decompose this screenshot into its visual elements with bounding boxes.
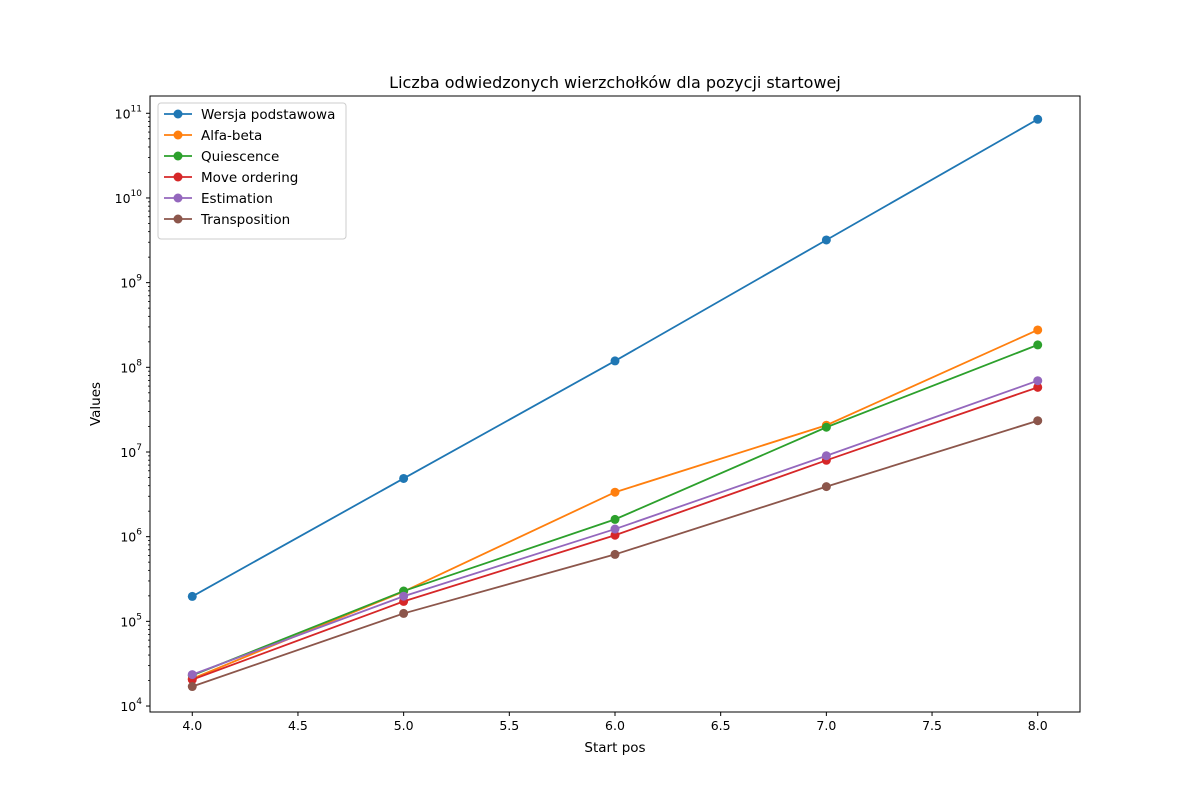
data-point <box>399 591 409 601</box>
legend-label: Wersja podstawowa <box>201 107 335 123</box>
legend-item: Transposition <box>164 212 290 228</box>
data-point <box>1033 114 1043 124</box>
y-axis-label: Values <box>88 382 104 426</box>
legend-marker <box>173 193 183 203</box>
data-point <box>1033 325 1043 335</box>
data-point <box>1033 340 1043 350</box>
data-point <box>399 473 409 483</box>
y-tick-label: 1010 <box>115 189 143 206</box>
data-point <box>610 487 620 497</box>
x-tick-label: 6.0 <box>605 718 625 733</box>
y-tick-label: 105 <box>120 612 142 629</box>
data-point <box>187 591 197 601</box>
y-tick-label: 104 <box>120 697 142 714</box>
data-point <box>187 682 197 692</box>
legend-marker <box>173 109 183 119</box>
data-point <box>187 670 197 680</box>
x-tick-label: 5.0 <box>394 718 414 733</box>
legend-item: Move ordering <box>164 170 298 186</box>
series-transposition <box>187 416 1043 692</box>
x-tick-label: 4.0 <box>182 718 202 733</box>
legend-box <box>157 102 347 240</box>
data-point <box>1033 376 1043 386</box>
legend-item: Quiescence <box>164 149 279 165</box>
y-tick-label: 107 <box>120 443 142 460</box>
data-point <box>1033 382 1043 392</box>
data-point <box>610 530 620 540</box>
series-estimation <box>187 376 1043 680</box>
legend-item: Estimation <box>164 191 273 207</box>
x-tick-label: 7.5 <box>922 718 942 733</box>
legend-marker <box>173 151 183 161</box>
x-axis: 4.0 4.5 5.0 5.5 6.0 6.5 7.0 7.5 8.0 <box>182 712 1048 733</box>
y-tick-label: 1011 <box>115 104 142 121</box>
legend: Wersja podstawowa Alfa-beta Quiescence Move… <box>157 102 347 240</box>
y-axis: 104 105 106 107 108 109 1010 1011 <box>115 104 150 714</box>
x-tick-label: 7.0 <box>816 718 836 733</box>
x-tick-label: 6.5 <box>711 718 731 733</box>
data-point <box>610 356 620 366</box>
y-tick-label: 106 <box>120 528 142 545</box>
x-tick-label: 8.0 <box>1028 718 1048 733</box>
y-tick-label: 108 <box>120 358 142 375</box>
legend-item: Wersja podstawowa <box>164 107 335 123</box>
x-axis-label: Start pos <box>584 740 645 756</box>
legend-label: Alfa-beta <box>201 128 262 144</box>
data-point <box>610 549 620 559</box>
data-point <box>821 451 831 461</box>
legend-label: Transposition <box>200 212 290 228</box>
x-tick-label: 4.5 <box>288 718 308 733</box>
data-point <box>1033 416 1043 426</box>
legend-marker <box>173 130 183 140</box>
legend-label: Estimation <box>201 191 273 207</box>
y-tick-label: 109 <box>120 274 142 291</box>
data-point <box>610 514 620 524</box>
x-tick-label: 5.5 <box>499 718 519 733</box>
series-layer <box>187 114 1043 692</box>
legend-item: Alfa-beta <box>164 128 262 144</box>
data-point <box>821 422 831 432</box>
legend-marker <box>173 214 183 224</box>
legend-label: Move ordering <box>201 170 298 186</box>
legend-marker <box>173 172 183 182</box>
data-point <box>821 235 831 245</box>
data-point <box>610 524 620 534</box>
data-point <box>821 482 831 492</box>
data-point <box>399 608 409 618</box>
legend-label: Quiescence <box>201 149 279 165</box>
chart-title: Liczba odwiedzonych wierzchołków dla poz… <box>389 73 841 92</box>
series-wersja-podstawowa <box>187 114 1043 601</box>
